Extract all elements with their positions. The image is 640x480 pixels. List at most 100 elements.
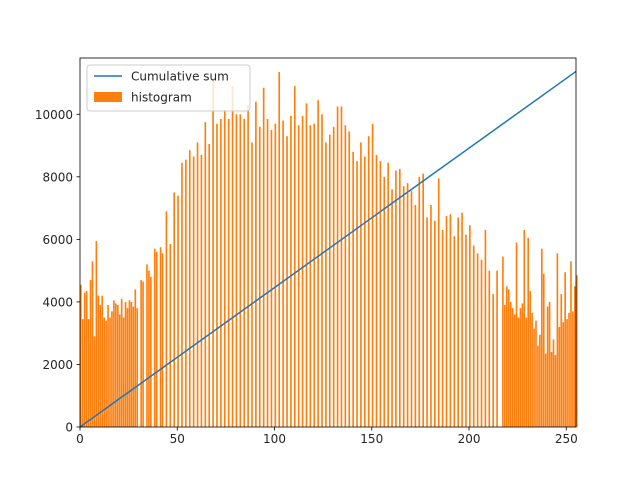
histogram-bar xyxy=(286,136,288,427)
histogram-bar xyxy=(220,118,222,427)
histogram-bar xyxy=(99,305,102,427)
histogram-bar xyxy=(89,280,92,427)
histogram-bar xyxy=(363,156,366,427)
histogram-bar xyxy=(517,317,520,427)
histogram-bar xyxy=(533,328,535,427)
histogram-bar xyxy=(492,294,495,427)
histogram-bar xyxy=(297,125,300,427)
histogram-bar xyxy=(177,195,179,427)
histogram-bar xyxy=(367,136,370,427)
histogram-bar xyxy=(185,159,187,427)
histogram-bar xyxy=(484,229,487,427)
histogram-bar xyxy=(344,125,347,427)
histogram-bar xyxy=(81,319,84,427)
histogram-bar xyxy=(173,192,176,427)
y-tick-label: 6000 xyxy=(42,233,73,247)
histogram-bar xyxy=(422,173,424,427)
y-tick-label: 2000 xyxy=(42,358,73,372)
histogram-bar xyxy=(523,229,526,427)
histogram-bar xyxy=(115,303,117,427)
histogram-bar xyxy=(352,151,354,427)
histogram-bar xyxy=(457,217,459,427)
histogram-bar xyxy=(118,314,121,427)
histogram-bar xyxy=(136,308,139,427)
histogram-bar xyxy=(402,186,405,427)
histogram-bar xyxy=(227,118,230,427)
histogram-bar xyxy=(313,123,316,428)
histogram-bar xyxy=(126,308,129,427)
histogram-bar xyxy=(564,272,566,427)
histogram-bar xyxy=(328,134,331,428)
histogram-bar xyxy=(239,114,242,427)
histogram-bar xyxy=(511,308,514,427)
histogram-bar xyxy=(231,86,234,427)
histogram-bar xyxy=(251,142,253,427)
histogram-bar xyxy=(360,142,362,427)
histogram-bar xyxy=(566,319,568,427)
histogram-bar xyxy=(476,253,479,427)
histogram-bar xyxy=(321,114,323,427)
histogram-bar xyxy=(216,123,218,428)
histogram-bar xyxy=(461,212,463,427)
histogram-bar xyxy=(552,339,555,427)
histogram-bar xyxy=(414,204,417,427)
histogram-bar xyxy=(134,289,137,427)
histogram-bar xyxy=(266,118,269,427)
histogram-bar xyxy=(274,123,277,428)
histogram-bar xyxy=(223,109,226,427)
histogram-bar xyxy=(181,162,183,427)
histogram-bar xyxy=(391,189,393,427)
x-axis-ticks: 0 50 100 150 200 250 xyxy=(76,427,578,446)
histogram-bar xyxy=(93,336,96,427)
y-tick-label: 10000 xyxy=(35,108,73,122)
histogram-bar xyxy=(120,298,123,427)
histogram-bar xyxy=(453,236,456,427)
histogram-bar xyxy=(146,264,148,427)
histogram-bar xyxy=(504,305,506,427)
histogram-bar xyxy=(502,256,504,427)
histogram-bar xyxy=(80,284,82,427)
histogram-bar xyxy=(196,142,199,427)
histogram-bar xyxy=(556,253,559,427)
histogram-bar xyxy=(317,100,319,427)
histogram-bar xyxy=(148,270,150,427)
legend-box xyxy=(86,64,251,112)
histogram-bar xyxy=(91,261,94,427)
x-tick-label: 150 xyxy=(360,432,383,446)
histogram-bar xyxy=(301,115,304,427)
plot-frame xyxy=(79,57,577,428)
histogram-bar xyxy=(496,270,498,427)
histogram-bar xyxy=(235,114,238,427)
histogram-bar xyxy=(348,131,351,428)
histogram-bar xyxy=(550,351,553,427)
histogram-bar xyxy=(519,308,522,427)
histogram-bar xyxy=(116,305,119,427)
histogram-bar xyxy=(85,290,88,427)
histogram-bar xyxy=(531,312,533,427)
x-tick-label: 50 xyxy=(170,432,185,446)
histogram-bar xyxy=(437,178,440,427)
x-tick-label: 250 xyxy=(555,432,578,446)
histogram-bar xyxy=(535,320,537,427)
histogram-bar xyxy=(107,305,109,427)
histogram-bar xyxy=(465,234,467,427)
x-tick-label: 200 xyxy=(458,432,481,446)
histogram-bar xyxy=(132,306,135,427)
histogram-bar xyxy=(188,150,191,427)
histogram-bar xyxy=(325,142,327,427)
histogram-bar xyxy=(515,242,518,427)
histogram-bar xyxy=(410,190,413,427)
histogram-bar xyxy=(418,176,421,427)
histogram-bar xyxy=(212,78,214,427)
histogram-bar xyxy=(568,312,570,427)
histogram-bar xyxy=(101,295,104,427)
x-tick-label: 100 xyxy=(263,432,286,446)
histogram-bar xyxy=(103,317,105,427)
histogram-bar xyxy=(525,317,528,427)
histogram-bar xyxy=(208,144,211,427)
histogram-bar xyxy=(509,301,512,427)
histogram-bar xyxy=(371,123,374,428)
x-tick-label: 0 xyxy=(76,432,84,446)
histogram-bar xyxy=(430,204,432,427)
